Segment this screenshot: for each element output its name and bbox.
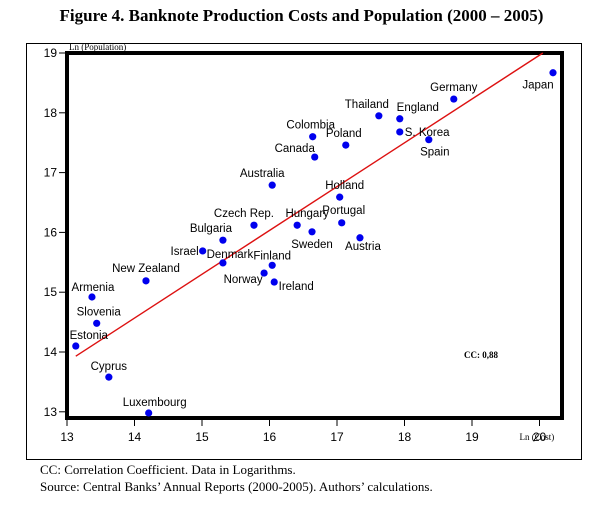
data-point: [356, 234, 364, 242]
point-label: Czech Rep.: [214, 208, 274, 220]
data-point: [268, 261, 276, 269]
point-label: Denmark: [207, 249, 254, 261]
data-point: [309, 133, 317, 141]
footnote-cc: CC: Correlation Coefficient. Data in Log…: [40, 462, 296, 477]
data-point: [342, 141, 350, 149]
data-point: [72, 342, 80, 350]
data-point: [199, 247, 207, 255]
data-point: [311, 153, 319, 161]
data-point: [88, 293, 96, 301]
trend-line: [75, 52, 544, 357]
x-tick-label: 17: [330, 430, 344, 444]
trend-line-group: [75, 52, 544, 357]
point-label: Bulgaria: [190, 223, 233, 235]
point-label: Finland: [253, 250, 291, 262]
y-tick-label: 18: [44, 106, 58, 120]
x-tick-label: 20: [533, 430, 547, 444]
data-point: [549, 69, 557, 77]
x-tick-label: 16: [263, 430, 277, 444]
point-label: Slovenia: [77, 306, 122, 318]
footnote-source: Source: Central Banks’ Annual Reports (2…: [40, 479, 433, 494]
point-label: Colombia: [286, 120, 335, 132]
x-tick-label: 13: [60, 430, 74, 444]
data-point: [450, 95, 458, 103]
data-point: [396, 115, 404, 123]
data-point: [142, 277, 150, 285]
point-label: Australia: [240, 168, 285, 180]
y-tick-label: 17: [44, 166, 58, 180]
axes: 13 14 15 16 17 18 19 20 13 14 15 16 17 18 19 Ln (Popula…: [44, 42, 564, 444]
point-label: Israel: [171, 246, 199, 258]
x-tick-label: 14: [128, 430, 142, 444]
point-label: Canada: [275, 143, 316, 155]
point-label: Poland: [326, 128, 362, 140]
data-points: [72, 69, 557, 417]
point-label: Spain: [420, 147, 449, 159]
data-point: [219, 236, 227, 244]
data-point: [260, 269, 268, 277]
point-label: New Zealand: [112, 263, 180, 275]
y-tick-label: 13: [44, 405, 58, 419]
data-point: [268, 181, 276, 189]
y-tick-label: 16: [44, 225, 58, 239]
data-point: [219, 259, 227, 267]
data-point: [396, 128, 404, 136]
point-label: Sweden: [291, 239, 333, 251]
data-point: [425, 136, 433, 144]
x-axis-title: Ln (Cost): [520, 432, 555, 442]
point-label: Armenia: [72, 282, 115, 294]
x-tick-label: 15: [195, 430, 209, 444]
point-label: Thailand: [345, 99, 389, 111]
data-point: [93, 319, 101, 327]
data-point: [293, 221, 301, 229]
y-tick-label: 19: [44, 46, 58, 60]
cc-annotation: CC: 0,88: [464, 350, 498, 360]
point-label: Luxembourg: [123, 397, 187, 409]
plot-frame: [65, 51, 564, 420]
point-label: Norway: [224, 274, 263, 286]
point-label: Japan: [522, 80, 553, 92]
data-point: [336, 193, 344, 201]
point-labels: Japan Germany Thailand England S. Korea Spain…: [70, 80, 554, 409]
y-axis-title: Ln (Population): [69, 42, 126, 52]
y-tick-label: 15: [44, 285, 58, 299]
point-label: Ireland: [279, 281, 314, 293]
point-label: Hungary: [285, 208, 329, 220]
point-label: Estonia: [70, 330, 109, 342]
figure-frame: [26, 43, 582, 460]
data-point: [145, 409, 153, 417]
data-point: [375, 112, 383, 120]
data-point: [308, 228, 316, 236]
x-tick-label: 18: [398, 430, 412, 444]
y-tick-label: 14: [44, 345, 58, 359]
point-label: Holland: [325, 180, 364, 192]
data-point: [338, 219, 346, 227]
point-label: England: [397, 102, 439, 114]
data-point: [105, 373, 113, 381]
point-label: S. Korea: [405, 127, 450, 139]
x-tick-label: 19: [465, 430, 479, 444]
data-point: [250, 221, 258, 229]
point-label: Portugal: [322, 205, 365, 217]
point-label: Germany: [430, 82, 478, 94]
chart-title: Figure 4. Banknote Production Costs and …: [59, 6, 544, 25]
point-label: Cyprus: [91, 361, 128, 373]
point-label: Austria: [345, 241, 381, 253]
data-point: [270, 278, 278, 286]
